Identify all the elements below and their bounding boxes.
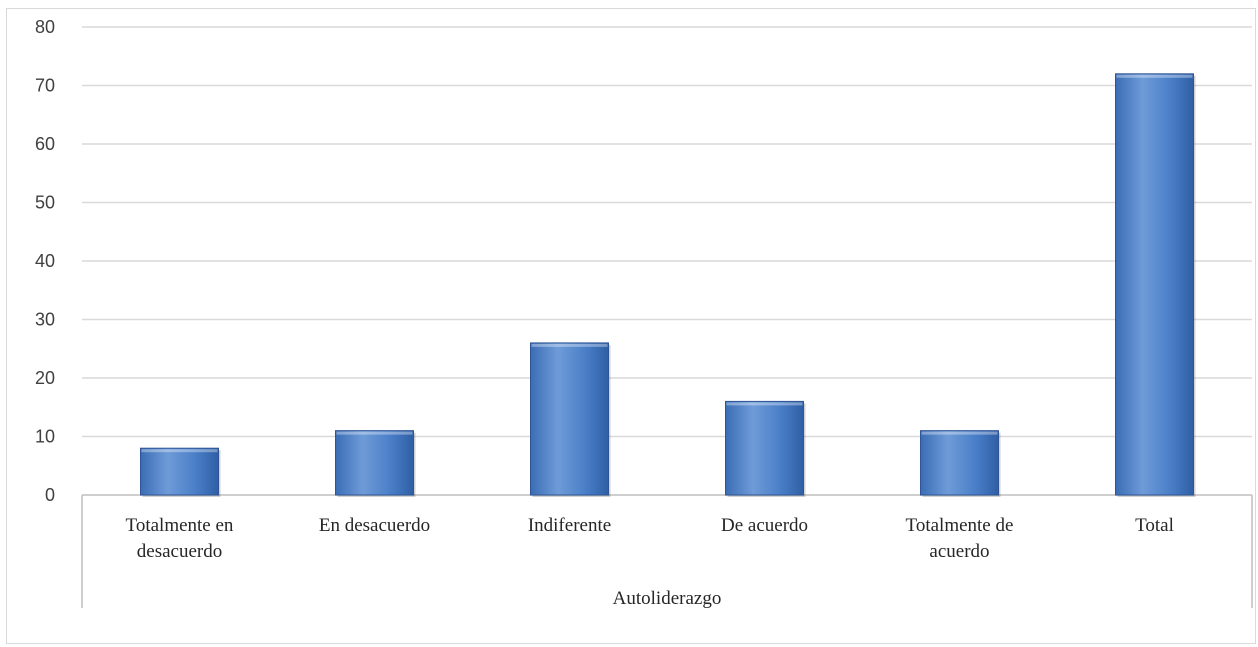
bar (725, 400, 804, 496)
bar (1115, 73, 1194, 496)
y-tick-label: 30 (35, 310, 55, 330)
bars (140, 73, 1196, 498)
x-tick-label: Indiferente (528, 515, 611, 536)
x-tick-label: desacuerdo (137, 541, 222, 562)
x-tick-label: Total (1135, 515, 1174, 536)
x-tick-label: De acuerdo (721, 515, 808, 536)
labels: 0 10 20 30 40 50 60 70 80 Totalmente en desacuerdo… (35, 17, 1174, 609)
group-axis-label: Autoliderazgo (613, 588, 722, 609)
y-tick-label: 50 (35, 193, 55, 213)
gridlines (82, 26, 1252, 438)
bar-highlight (921, 431, 998, 435)
bar-highlight (1116, 74, 1193, 78)
bar (920, 430, 999, 496)
x-tick-label: Totalmente en (126, 515, 234, 536)
y-tick-label: 60 (35, 134, 55, 154)
y-tick-label: 20 (35, 368, 55, 388)
x-tick-label: acuerdo (929, 541, 989, 562)
x-tick-label: En desacuerdo (319, 515, 430, 536)
bar (140, 447, 219, 496)
y-tick-label: 80 (35, 17, 55, 37)
bar (335, 430, 414, 496)
bar-highlight (336, 431, 413, 435)
y-tick-label: 70 (35, 76, 55, 96)
chart-frame (6, 8, 1256, 644)
bar-highlight (726, 402, 803, 406)
bar-highlight (141, 449, 218, 453)
axes (81, 494, 1253, 608)
y-tick-label: 0 (45, 485, 55, 505)
bar (530, 342, 609, 496)
x-tick-label: Totalmente de (906, 515, 1014, 536)
bar-highlight (531, 343, 608, 347)
y-tick-label: 10 (35, 427, 55, 447)
y-tick-label: 40 (35, 251, 55, 271)
